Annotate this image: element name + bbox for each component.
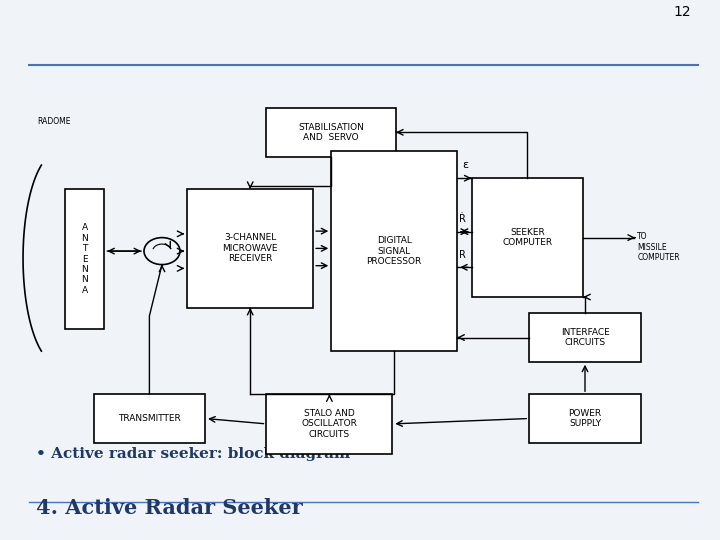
Text: 3-CHANNEL
MICROWAVE
RECEIVER: 3-CHANNEL MICROWAVE RECEIVER — [222, 233, 278, 264]
Text: Ṙ: Ṙ — [459, 214, 466, 224]
Text: INTERFACE
CIRCUITS: INTERFACE CIRCUITS — [561, 328, 609, 347]
Text: POWER
SUPPLY: POWER SUPPLY — [568, 409, 602, 428]
FancyBboxPatch shape — [529, 394, 641, 443]
FancyBboxPatch shape — [472, 178, 583, 297]
Text: TRANSMITTER: TRANSMITTER — [118, 414, 181, 423]
FancyBboxPatch shape — [94, 394, 205, 443]
Text: R: R — [459, 249, 466, 260]
FancyBboxPatch shape — [65, 189, 104, 329]
Text: ε: ε — [462, 160, 468, 171]
Text: TO
MISSILE
COMPUTER: TO MISSILE COMPUTER — [637, 232, 680, 262]
Text: 4. Active Radar Seeker: 4. Active Radar Seeker — [36, 497, 302, 518]
Text: SEEKER
COMPUTER: SEEKER COMPUTER — [503, 228, 552, 247]
Text: A
N
T
E
N
N
A: A N T E N N A — [81, 224, 88, 295]
FancyBboxPatch shape — [187, 189, 313, 308]
FancyBboxPatch shape — [266, 394, 392, 454]
FancyBboxPatch shape — [529, 313, 641, 362]
Text: DIGITAL
SIGNAL
PROCESSOR: DIGITAL SIGNAL PROCESSOR — [366, 236, 422, 266]
Text: STABILISATION
AND  SERVO: STABILISATION AND SERVO — [298, 123, 364, 142]
Text: • Active radar seeker: block diagram: • Active radar seeker: block diagram — [36, 447, 350, 461]
Text: STALO AND
OSCILLATOR
CIRCUITS: STALO AND OSCILLATOR CIRCUITS — [302, 409, 357, 439]
Text: 12: 12 — [674, 5, 691, 19]
Text: RADOME: RADOME — [37, 117, 71, 126]
FancyBboxPatch shape — [266, 108, 396, 157]
FancyBboxPatch shape — [331, 151, 457, 351]
